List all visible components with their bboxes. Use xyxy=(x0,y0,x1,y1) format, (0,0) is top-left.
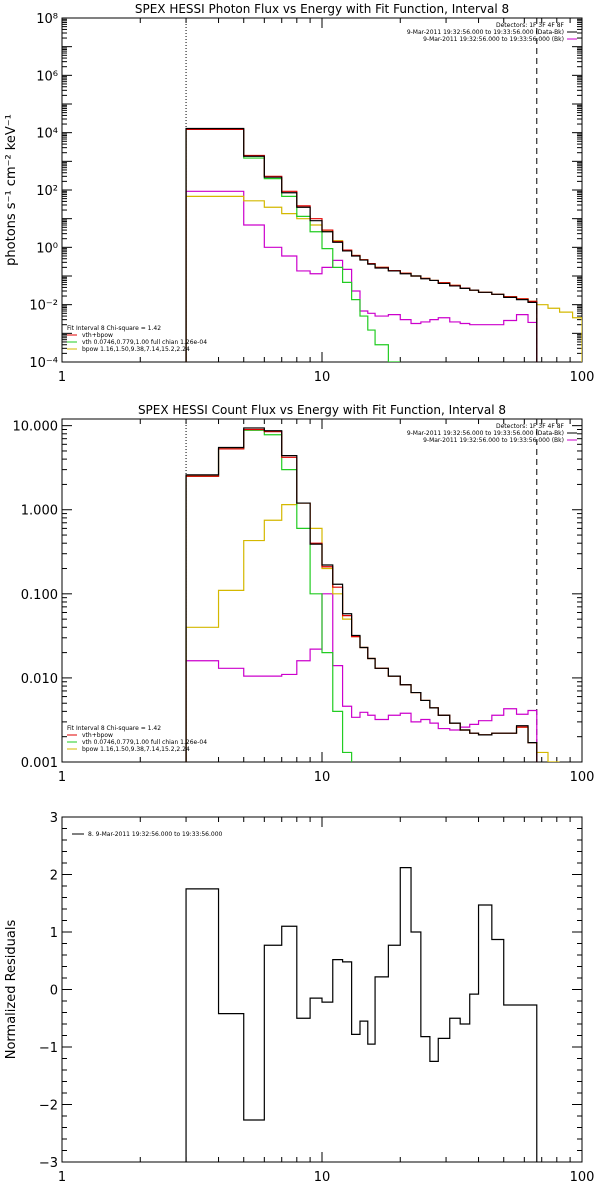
y-tick-label: 10.000 xyxy=(13,420,59,435)
x-tick-label: 10 xyxy=(314,370,331,385)
y-tick-label: 1 xyxy=(50,926,58,941)
chart-panel-2: SPEX HESSI Count Flux vs Energy with Fit… xyxy=(13,403,595,785)
series-power-law xyxy=(185,195,582,362)
series-background xyxy=(185,593,538,762)
legend-entry: vth 0.0746,0.779,1.00 full chian 1.26e-0… xyxy=(82,339,207,346)
y-tick-label: 10⁻⁴ xyxy=(29,356,58,371)
series-data xyxy=(185,127,538,362)
y-tick-label: 10⁸ xyxy=(36,12,58,27)
x-tick-label: 1 xyxy=(58,370,66,385)
y-axis-label: Normalized Residuals xyxy=(4,920,19,1060)
y-tick-label: 0.010 xyxy=(21,672,58,687)
series-data xyxy=(185,867,538,1162)
y-tick-label: 1.000 xyxy=(21,504,58,519)
y-tick-label: 10⁴ xyxy=(36,127,58,142)
y-tick-label: 0.001 xyxy=(21,756,58,771)
plot-frame xyxy=(61,17,583,363)
y-tick-label: −2 xyxy=(39,1099,58,1114)
legend-entry: 8. 9-Mar-2011 19:32:56.000 to 19:33:56.0… xyxy=(88,831,223,838)
y-tick-label: 3 xyxy=(50,811,58,826)
x-tick-label: 1 xyxy=(58,770,66,785)
series-data xyxy=(185,427,538,762)
series-power-law xyxy=(185,502,560,762)
legend-entry: Fit Interval 8 Chi-square = 1.42 xyxy=(67,725,161,732)
legend-entry: bpow 1.16,1.50,9.38,7.14,15.2,2.24 xyxy=(82,746,190,753)
series-background xyxy=(185,190,538,362)
legend-entry: 9-Mar-2011 19:32:56.000 to 19:33:56.000 … xyxy=(407,430,564,437)
chart-title: SPEX HESSI Count Flux vs Energy with Fit… xyxy=(138,403,506,417)
y-tick-label: 10⁻² xyxy=(29,299,58,314)
legend-entry: Fit Interval 8 Chi-square = 1.42 xyxy=(67,325,161,332)
legend-entry: vth+bpow xyxy=(82,732,113,739)
legend-entry: Detectors: 1F 3F 4F 8F xyxy=(496,22,565,29)
y-tick-label: 0.100 xyxy=(21,588,58,603)
x-tick-label: 1 xyxy=(58,1170,66,1185)
chart-panel-3: 1 10 100 −3 −2 −1 0 1 2 3 Normalized Residuals 8. 9… xyxy=(4,811,594,1185)
y-tick-label: −3 xyxy=(39,1156,58,1171)
legend-entry: Detectors: 1F 3F 4F 8F xyxy=(496,423,565,430)
chart-title: SPEX HESSI Photon Flux vs Energy with Fi… xyxy=(135,2,509,16)
x-tick-label: 100 xyxy=(570,1170,595,1185)
series-thermal xyxy=(185,429,353,762)
y-tick-label: 10² xyxy=(36,184,58,199)
x-tick-label: 100 xyxy=(570,770,595,785)
y-tick-label: −1 xyxy=(39,1041,58,1056)
legend-entry: vth 0.0746,0.779,1.00 full chian 1.26e-0… xyxy=(82,739,207,746)
legend-entry: vth+bpow xyxy=(82,332,113,339)
y-tick-label: 2 xyxy=(50,869,58,884)
series-total-fit xyxy=(185,128,538,362)
legend-entry: 9-Mar-2011 19:32:56.000 to 19:33:56.000 … xyxy=(423,36,564,43)
x-tick-label: 10 xyxy=(314,770,331,785)
y-tick-label: 0 xyxy=(50,984,58,999)
y-axis-label: photons s⁻¹ cm⁻² keV⁻¹ xyxy=(4,114,19,266)
legend-entry: 9-Mar-2011 19:32:56.000 to 19:33:56.000 … xyxy=(423,437,564,444)
series-thermal xyxy=(185,128,401,362)
chart-panel-1: SPEX HESSI Photon Flux vs Energy with Fi… xyxy=(4,2,594,385)
legend-entry: 9-Mar-2011 19:32:56.000 to 19:33:56.000 … xyxy=(407,29,564,36)
y-tick-label: 10⁰ xyxy=(36,241,58,256)
y-tick-label: 10⁶ xyxy=(36,69,58,84)
legend-entry: bpow 1.16,1.50,9.38,7.14,15.2,2.24 xyxy=(82,346,190,353)
x-tick-label: 10 xyxy=(314,1170,331,1185)
x-tick-label: 100 xyxy=(570,370,595,385)
